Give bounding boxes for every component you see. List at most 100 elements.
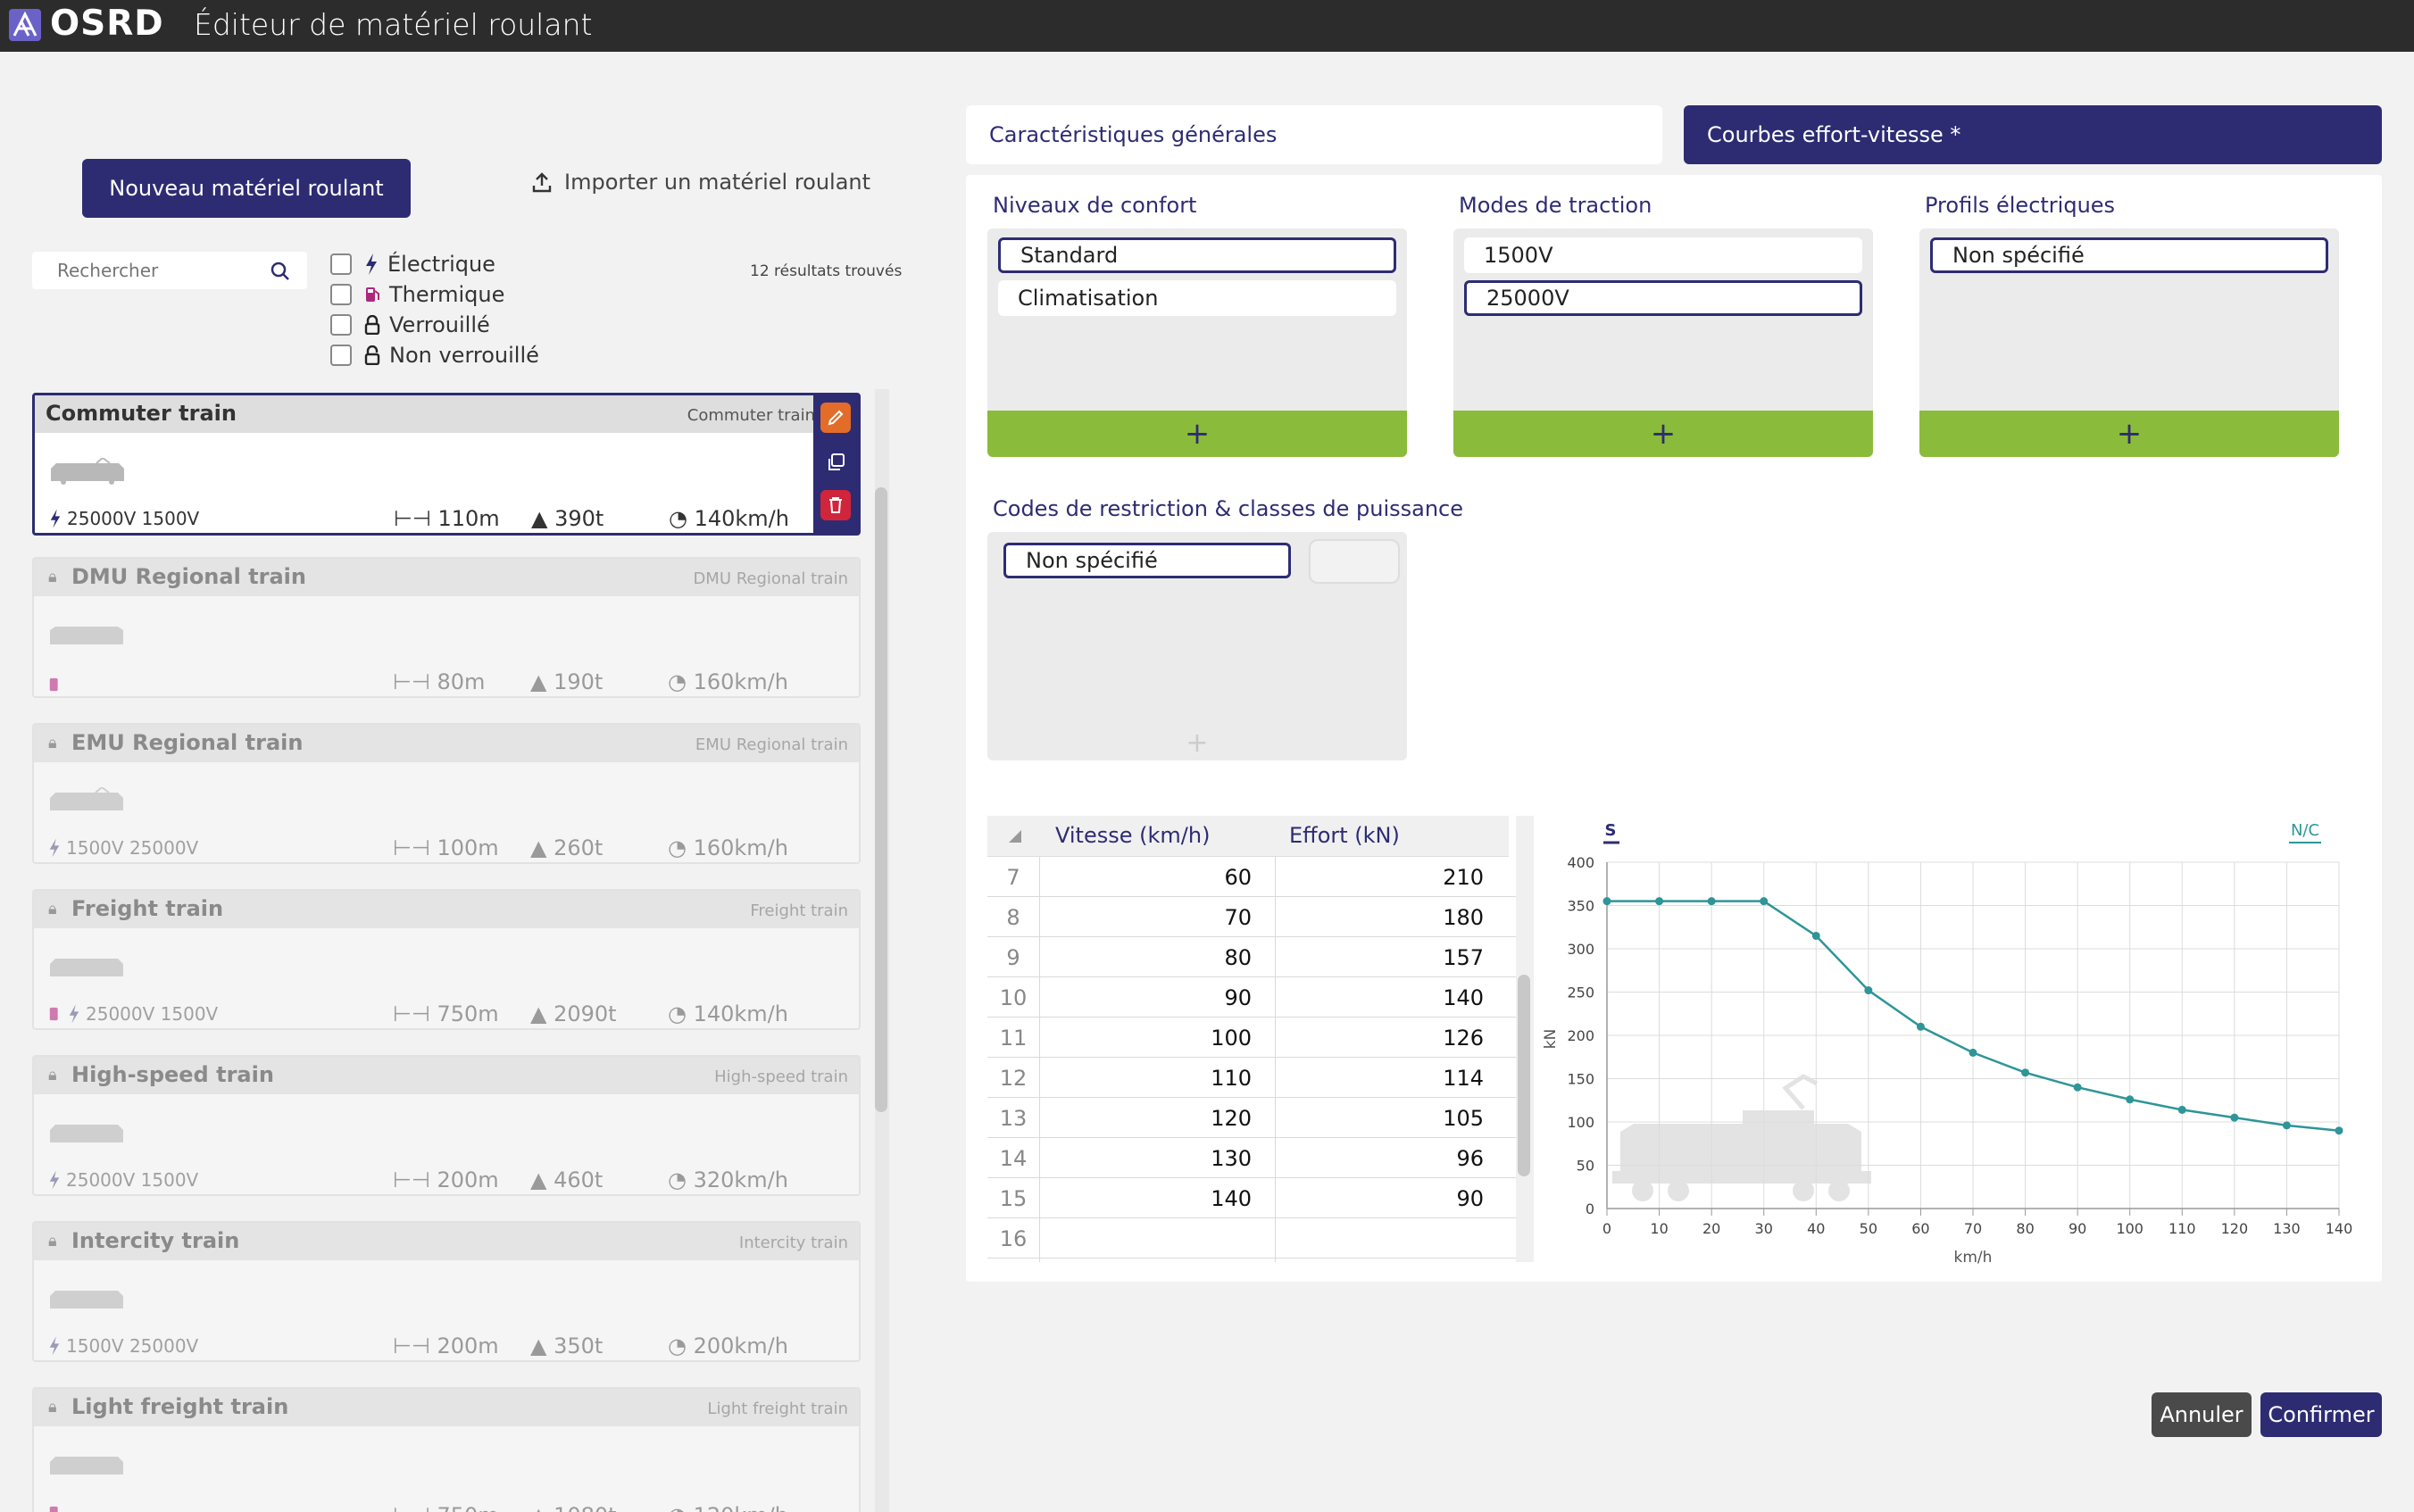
add-comfort-button[interactable]: +	[987, 411, 1407, 457]
table-scrollbar-thumb[interactable]	[1518, 975, 1530, 1176]
lock-icon: 🔒︎	[48, 1066, 57, 1084]
profile-option-unspecified[interactable]: Non spécifié	[1930, 237, 2328, 273]
rolling-stock-card[interactable]: 🔒︎ Freight train Freight train 25000V 15…	[32, 889, 861, 1030]
brand-name[interactable]: OSRD	[50, 4, 164, 44]
lock-icon: 🔒︎	[48, 568, 57, 586]
length-stat: ⊢⊣ 750m	[393, 1503, 499, 1512]
add-restriction-button[interactable]: +	[1186, 727, 1209, 759]
data-point	[2177, 1105, 2186, 1114]
table-row[interactable]: 10 90 140	[987, 977, 1523, 1018]
col-effort-header[interactable]: Effort (kN)	[1289, 823, 1400, 848]
filter-unlocked-checkbox[interactable]	[330, 345, 352, 366]
table-row[interactable]: 13 120 105	[987, 1098, 1523, 1138]
traction-option-1500v[interactable]: 1500V	[1464, 237, 1862, 273]
fuel-icon	[49, 1007, 58, 1021]
search-icon[interactable]	[270, 261, 291, 282]
traction-modes: 1500V 25000V	[48, 837, 198, 859]
length-stat: ⊢⊣ 110m	[394, 506, 500, 531]
table-row[interactable]: 8 70 180	[987, 897, 1523, 937]
filter-locked[interactable]: Verrouillé	[330, 312, 490, 338]
traction-option-25000v[interactable]: 25000V	[1464, 280, 1862, 316]
fuel-icon	[49, 677, 58, 692]
sort-corner-icon[interactable]	[1007, 828, 1023, 844]
x-axis: 0 10 20 30 40 50 60 70 80 90 100 110 120 130 140	[1602, 1208, 2352, 1237]
filter-electric[interactable]: Électrique	[330, 251, 495, 278]
effort-speed-table[interactable]: Vitesse (km/h) Effort (kN) 7 60 210 8 70 180…	[987, 816, 1534, 1262]
comfort-option-standard[interactable]: Standard	[998, 237, 1396, 273]
data-point	[1602, 897, 1611, 906]
rolling-stock-list[interactable]: Commuter train Commuter train 25000V 150…	[0, 389, 893, 1512]
traction-modes	[48, 677, 62, 693]
table-row[interactable]: 11 100 126	[987, 1018, 1523, 1058]
rolling-stock-card[interactable]: 🔒︎ Intercity train Intercity train 1500V…	[32, 1221, 861, 1362]
table-row[interactable]: 15 140 90	[987, 1178, 1523, 1218]
length-stat: ⊢⊣ 200m	[393, 1167, 499, 1192]
col-speed-header[interactable]: Vitesse (km/h)	[1055, 823, 1211, 848]
tab-general[interactable]: Caractéristiques générales	[966, 105, 1662, 164]
table-row[interactable]: 7 60 210	[987, 857, 1523, 897]
x-tick-label: 90	[2069, 1220, 2086, 1237]
mass-stat: ▲ 460t	[530, 1167, 604, 1192]
pencil-icon	[828, 410, 844, 426]
length-stat: ⊢⊣ 200m	[393, 1333, 499, 1358]
x-tick-label: 110	[2168, 1220, 2196, 1237]
y-axis: 0 50 100 150 200 250 300 350 400	[1567, 854, 1608, 1217]
restriction-option-unspecified[interactable]: Non spécifié	[1003, 543, 1291, 578]
series-line	[1602, 897, 2343, 1135]
search-input[interactable]	[32, 252, 255, 289]
locomotive-icon	[51, 458, 124, 485]
lock-icon: 🔒︎	[48, 1232, 57, 1250]
rolling-stock-card[interactable]: Commuter train Commuter train 25000V 150…	[32, 393, 861, 536]
cancel-button[interactable]: Annuler	[2152, 1392, 2252, 1437]
traction-list: 1500V 25000V +	[1453, 228, 1873, 457]
table-row[interactable]: 9 80 157	[987, 937, 1523, 977]
traction-modes: 25000V 1500V	[48, 1003, 218, 1025]
delete-button[interactable]	[820, 490, 851, 520]
filter-unlocked-label: Non verrouillé	[389, 343, 539, 368]
filter-unlocked[interactable]: Non verrouillé	[330, 342, 539, 369]
locomotive-icon	[50, 959, 123, 976]
rolling-stock-card[interactable]: 🔒︎ EMU Regional train EMU Regional train…	[32, 723, 861, 864]
rolling-stock-card[interactable]: 🔒︎ Light freight train Light freight tra…	[32, 1387, 861, 1512]
data-point	[1969, 1048, 1977, 1057]
rolling-stock-card[interactable]: 🔒︎ High-speed train High-speed train 250…	[32, 1055, 861, 1196]
table-row[interactable]: 14 130 96	[987, 1138, 1523, 1178]
power-class-input[interactable]	[1309, 539, 1400, 584]
legend-right[interactable]: N/C	[2291, 821, 2319, 840]
locomotive-icon	[50, 627, 123, 644]
import-rolling-stock-button[interactable]: Importer un matériel roulant	[532, 170, 870, 195]
comfort-option-ac[interactable]: Climatisation	[998, 280, 1396, 316]
new-rolling-stock-button[interactable]: Nouveau matériel roulant	[82, 159, 411, 218]
filter-thermal[interactable]: Thermique	[330, 281, 504, 308]
search-box[interactable]	[32, 252, 307, 289]
list-scrollbar-thumb[interactable]	[875, 487, 887, 1112]
mass-value: 190t	[554, 669, 604, 694]
speed-value: 320km/h	[693, 1167, 788, 1192]
filter-thermal-checkbox[interactable]	[330, 284, 352, 305]
filter-electric-label: Électrique	[387, 252, 495, 277]
add-profile-button[interactable]: +	[1919, 411, 2339, 457]
y-tick-label: 0	[1586, 1200, 1594, 1217]
duplicate-button[interactable]	[820, 447, 851, 478]
table-row[interactable]: 12 110 114	[987, 1058, 1523, 1098]
table-row[interactable]: 16	[987, 1218, 1523, 1259]
train-detail: Light freight train	[707, 1400, 848, 1418]
filter-locked-checkbox[interactable]	[330, 314, 352, 336]
legend-left[interactable]: S	[1605, 821, 1617, 840]
filter-electric-checkbox[interactable]	[330, 253, 352, 275]
tab-curves[interactable]: Courbes effort-vitesse *	[1684, 105, 2382, 164]
add-traction-button[interactable]: +	[1453, 411, 1873, 457]
confirm-button[interactable]: Confirmer	[2260, 1392, 2382, 1437]
y-tick-label: 250	[1567, 984, 1594, 1001]
edit-button[interactable]	[820, 403, 851, 433]
speed-value: 140km/h	[694, 506, 789, 531]
table-body: 7 60 210 8 70 180 9 80 157 10 90 140 11 100 126 12…	[987, 857, 1523, 1262]
lightning-icon	[50, 509, 61, 528]
length-icon: ⊢⊣	[394, 506, 431, 531]
x-tick-label: 100	[2116, 1220, 2143, 1237]
data-point	[2230, 1113, 2239, 1122]
upload-icon	[532, 172, 552, 193]
train-detail: Intercity train	[738, 1234, 848, 1252]
rolling-stock-card[interactable]: 🔒︎ DMU Regional train DMU Regional train…	[32, 557, 861, 698]
mass-stat: ▲ 1080t	[530, 1503, 617, 1512]
